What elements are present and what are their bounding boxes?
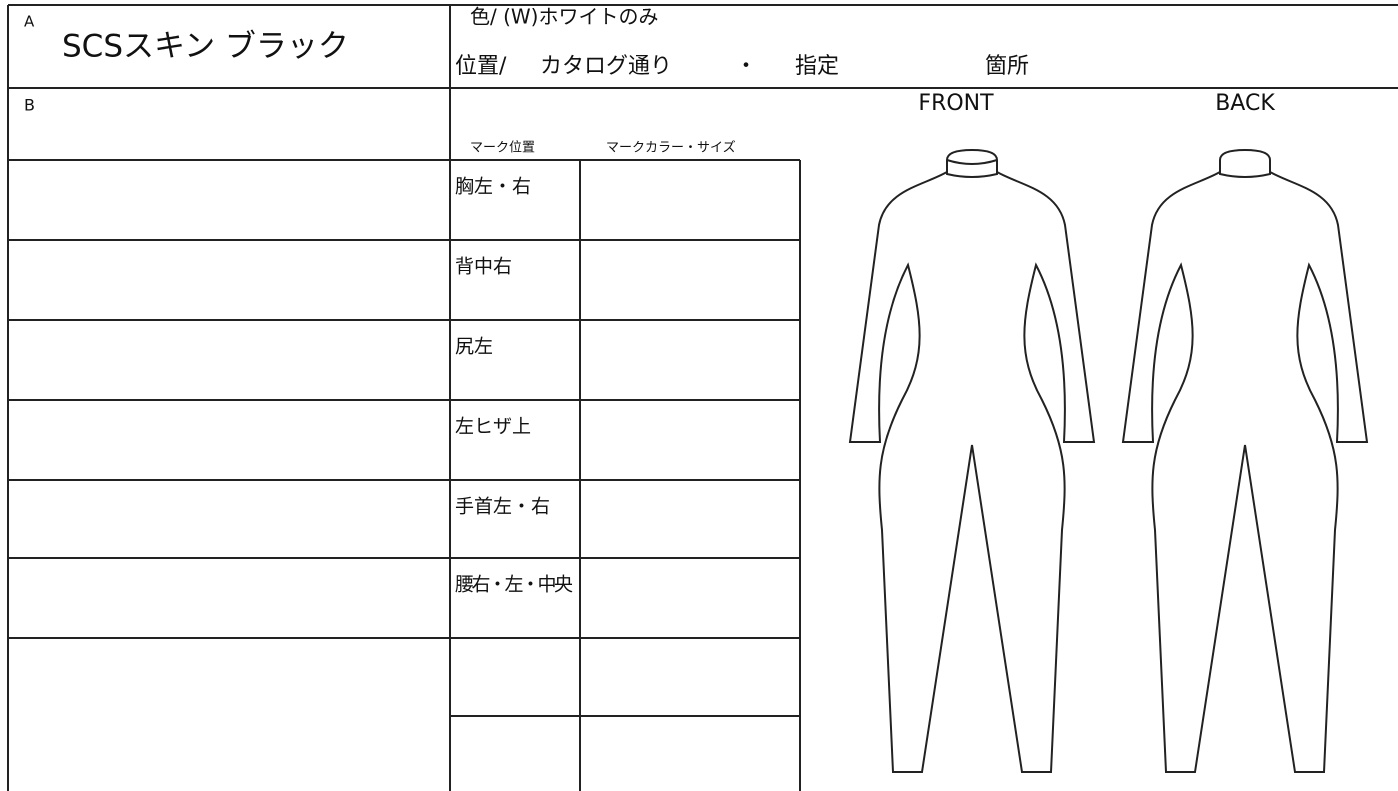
label-b: B [24, 96, 35, 115]
grid-lines [7, 4, 1398, 791]
row-label: 背中右 [455, 256, 512, 278]
position-suffix: 箇所 [985, 54, 1029, 79]
row-label: 腰右・左・中央 [455, 574, 573, 596]
label-a: A [24, 13, 35, 31]
row-label: 左ヒザ上 [455, 416, 531, 438]
column-header: マークカラー・サイズ [606, 140, 736, 156]
color-note: 色/ (W)ホワイトのみ [470, 5, 658, 29]
wetsuit-back [1121, 148, 1369, 773]
figure-label: BACK [1215, 91, 1275, 116]
row-label: 尻左 [455, 336, 493, 358]
position-option: カタログ通り [540, 54, 672, 79]
position-dot: ・ [735, 54, 757, 79]
column-header: マーク位置 [470, 141, 535, 156]
figure-label: FRONT [918, 91, 994, 116]
row-label: 胸左・右 [455, 176, 531, 198]
wetsuit-front [848, 148, 1096, 773]
position-label: 位置/ [455, 54, 507, 79]
row-label: 手首左・右 [455, 496, 550, 518]
product-title: SCSスキン ブラック [62, 29, 349, 65]
position-option: 指定 [795, 54, 839, 79]
